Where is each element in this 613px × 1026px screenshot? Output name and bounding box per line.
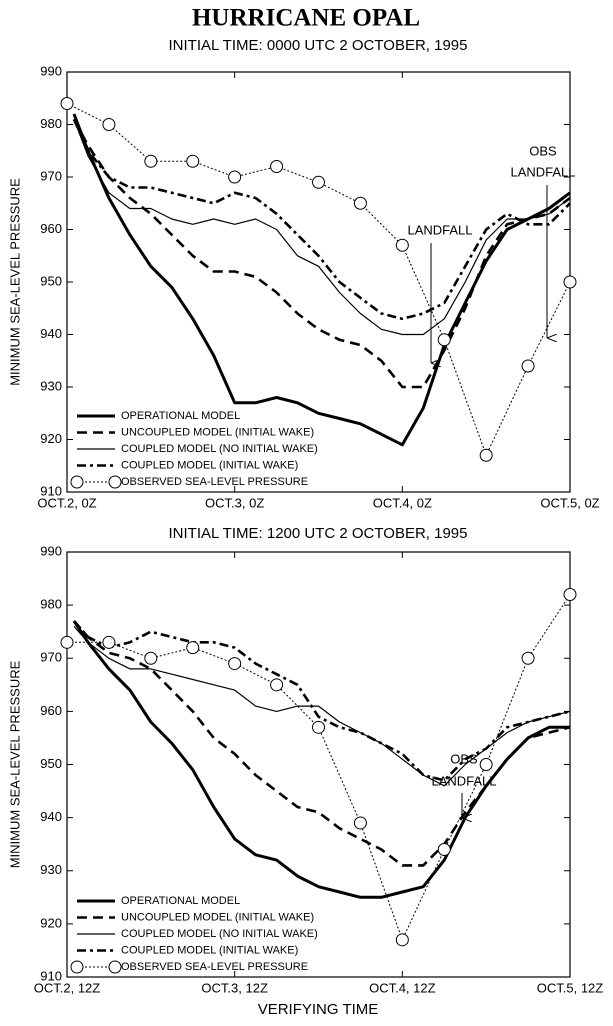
annotation: OBS [450,751,478,766]
subtitle: INITIAL TIME: 0000 UTC 2 OCTOBER, 1995 [169,37,468,54]
observed-point [312,720,325,734]
x-tick-label: OCT.2, 12Z [34,980,101,995]
legend-label: UNCOUPLED MODEL (INITIAL WAKE) [121,911,314,923]
observed-point [395,933,409,947]
y-axis-label: MINIMUM SEA-LEVEL PRESSURE [7,660,22,868]
observed-point [353,196,367,210]
x-tick-label: OCT.5, 0Z [540,495,599,510]
observed-point [437,843,451,856]
observed-point [437,333,451,347]
y-tick-label: 970 [40,650,62,665]
observed-point [479,758,493,771]
y-tick-label: 910 [40,483,62,498]
x-tick-label: OCT.4, 12Z [369,980,436,995]
y-tick-label: 950 [40,273,62,288]
legend-label: COUPLED MODEL (NO INITIAL WAKE) [121,443,318,455]
legend-marker [70,960,84,974]
observed-point [353,816,367,830]
legend-label: COUPLED MODEL (INITIAL WAKE) [121,459,298,471]
y-tick-label: 970 [40,168,62,183]
observed-point [521,359,535,373]
observed-point [270,160,284,173]
observed-point [563,275,577,289]
x-tick-label: OCT.3, 0Z [205,495,264,510]
series-line [73,626,571,787]
y-axis-label: MINIMUM SEA-LEVEL PRESSURE [7,178,22,386]
annotation: OBS [529,143,557,158]
annotation: LANDFALL [510,164,575,179]
observed-point [521,651,535,665]
y-tick-label: 960 [40,703,62,718]
observed-point [479,448,493,462]
main-title: HURRICANE OPAL [192,5,420,32]
legend-label: OPERATIONAL MODEL [121,410,240,422]
legend-label: OBSERVED SEA-LEVEL PRESSURE [121,476,308,488]
legend-marker [70,475,84,489]
observed-point [312,175,325,189]
plot-frame [66,551,571,978]
subtitle: INITIAL TIME: 1200 UTC 2 OCTOBER, 1995 [169,525,468,542]
observed-point [186,641,200,655]
x-tick-label: OCT.2, 0Z [37,495,96,510]
y-tick-label: 940 [40,326,62,341]
y-tick-label: 910 [40,968,62,983]
x-tick-label: OCT.5, 12Z [537,980,604,995]
legend-label: OBSERVED SEA-LEVEL PRESSURE [121,961,308,973]
legend-marker [108,475,122,489]
x-tick-label: OCT.4, 0Z [373,495,432,510]
y-tick-label: 960 [40,221,62,236]
observed-point [60,635,74,649]
series-line [72,118,571,321]
observed-point [270,678,284,692]
observed-point [186,154,200,168]
legend-label: UNCOUPLED MODEL (INITIAL WAKE) [121,426,314,438]
y-tick-label: 950 [40,756,62,771]
annotation: LANDFALL [407,222,472,237]
observed-point [144,154,158,168]
y-tick-label: 920 [40,915,62,930]
observed-point [228,170,242,184]
y-tick-label: 990 [40,543,62,558]
observed-point [60,97,74,110]
legend-label: COUPLED MODEL (NO INITIAL WAKE) [121,928,318,940]
y-tick-label: 920 [40,431,62,446]
x-tick-label: OCT.3, 12Z [201,980,268,995]
y-tick-label: 940 [40,809,62,824]
series-line [72,620,570,899]
series-line [73,119,571,336]
y-tick-label: 930 [40,378,62,393]
observed-point [563,588,577,601]
observed-point [102,118,116,131]
series-line [72,113,571,447]
observed-point [228,657,242,671]
legend-label: OPERATIONAL MODEL [121,895,240,907]
legend-marker [108,960,122,974]
y-tick-label: 930 [40,862,62,877]
observed-point [144,651,158,665]
y-tick-label: 980 [40,597,62,612]
legend-label: COUPLED MODEL (INITIAL WAKE) [121,944,298,956]
series-line [73,620,571,782]
observed-point [102,635,116,649]
observed-point [395,238,409,252]
y-tick-label: 990 [40,63,62,78]
series-line [66,103,571,456]
y-tick-label: 980 [40,116,62,131]
x-axis-label: VERIFYING TIME [258,1001,379,1018]
